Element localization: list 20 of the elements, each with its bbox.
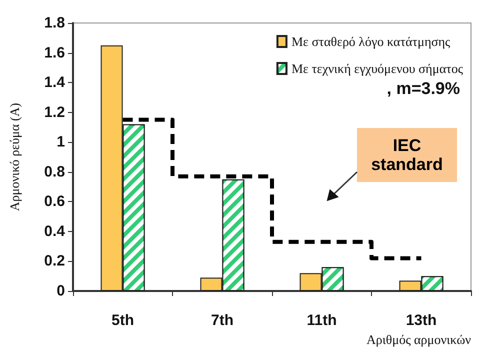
- y-tick-label: 1.4: [44, 74, 66, 92]
- x-axis-title: Αριθμός αρμονικών: [366, 332, 472, 347]
- y-tick-label: 1.8: [44, 14, 65, 32]
- x-tick-label: 7th: [211, 312, 234, 329]
- y-tick-label: 1.6: [44, 44, 65, 62]
- x-tick-label: 5th: [112, 312, 134, 329]
- legend-label: Με σταθερό λόγο κατάτμησης: [291, 34, 452, 49]
- legend-label: Με τεχνική εγχυόμενου σήματος: [291, 61, 464, 76]
- y-tick-label: 0.6: [44, 193, 65, 210]
- y-tick-label: 0.4: [44, 222, 66, 240]
- y-axis-title: Αρμονικό ρεύμα (A): [7, 102, 22, 212]
- x-tick-label: 13th: [406, 312, 437, 329]
- x-tick-label: 11th: [306, 312, 337, 329]
- y-tick-label: 1.2: [44, 104, 65, 121]
- y-tick-label: 0.8: [44, 163, 65, 180]
- y-tick-label: 0: [56, 282, 65, 300]
- y-tick-label: 1: [56, 134, 65, 151]
- text: IEC standard: [357, 128, 457, 182]
- annotation: , m=3.9%: [386, 79, 460, 98]
- y-tick-label: 0.2: [44, 252, 65, 270]
